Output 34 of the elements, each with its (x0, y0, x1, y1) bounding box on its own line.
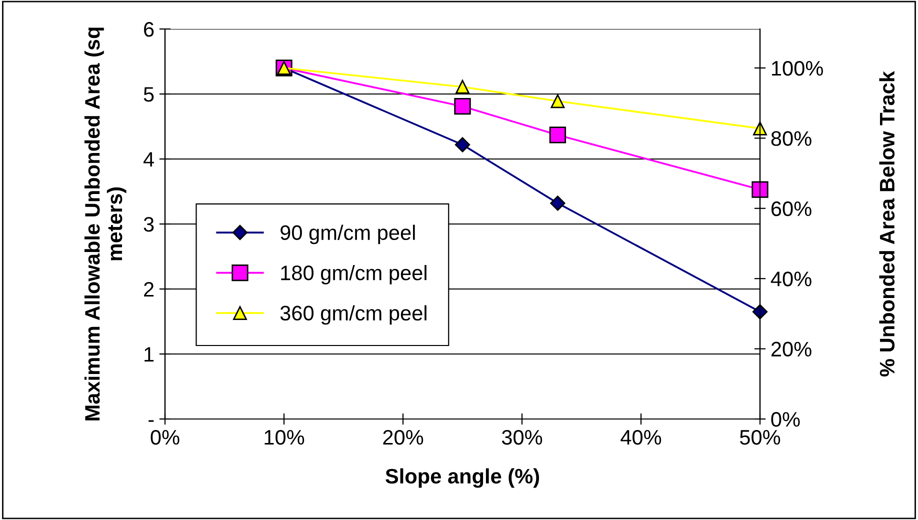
y2-axis-title: % Unbonded Area Below Track (879, 70, 895, 376)
y2-tick-label: 100% (772, 60, 823, 76)
point (454, 137, 470, 152)
x-tick-label: 40% (620, 430, 662, 445)
legend-label: 90 gm/cm peel (280, 224, 415, 244)
y-tick-label: 6 (144, 22, 154, 37)
y-tick-label: - (148, 420, 154, 422)
y-tick-label: 5 (144, 87, 154, 102)
y-axis-title: Maximum Allowable Unbonded Area (sq meters) (84, 28, 126, 420)
y-tick-label: 4 (143, 152, 154, 167)
point (550, 196, 566, 211)
point (549, 126, 566, 144)
y2-tick-label: 80% (771, 131, 812, 146)
x-axis-title: Slope angle (%) (386, 468, 540, 488)
legend-label: 180 gm/cm peel (281, 264, 426, 284)
y2-tick-label: 20% (771, 342, 812, 357)
legend-label: 360 gm/cm peel (280, 305, 426, 325)
y2-tick-label: 0% (771, 412, 800, 427)
x-tick-label: 50% (740, 430, 780, 445)
point (454, 98, 471, 115)
point (752, 304, 768, 320)
point (752, 181, 768, 198)
y-tick-label: 3 (144, 217, 154, 232)
point (753, 122, 767, 136)
y2-tick-label: 40% (770, 272, 812, 286)
y-tick-label: 2 (144, 282, 154, 297)
x-tick-label: 10% (264, 430, 304, 445)
point (550, 94, 565, 108)
x-tick-label: 20% (383, 430, 424, 445)
point (456, 80, 470, 94)
x-tick-label: 30% (502, 430, 542, 445)
x-tick-label: 0% (150, 430, 180, 445)
y-tick-label: 1 (144, 347, 154, 362)
y2-tick-label: 60% (771, 201, 812, 216)
